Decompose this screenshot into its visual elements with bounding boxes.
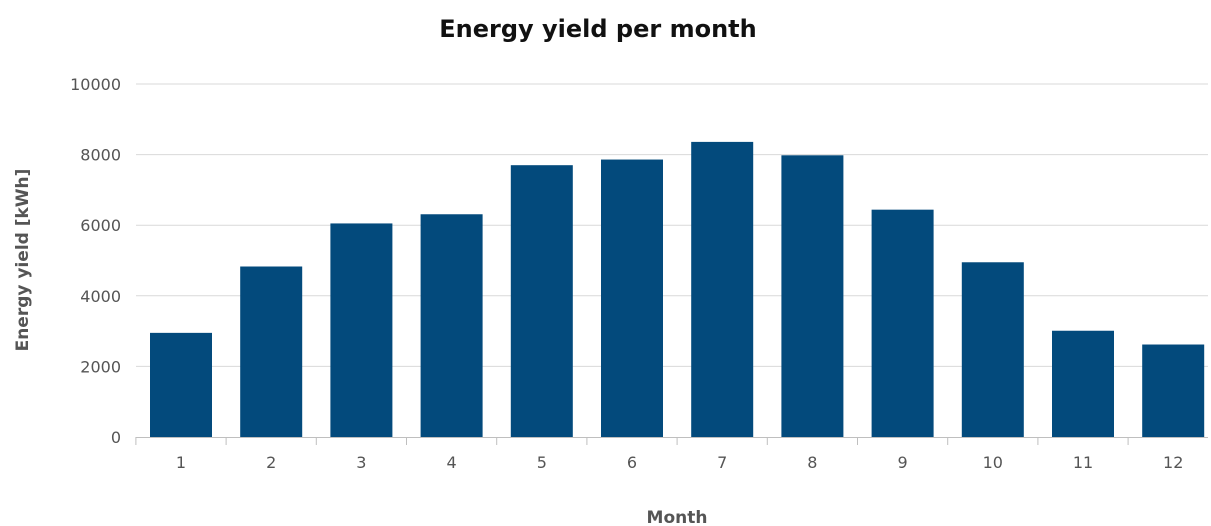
y-tick-label: 4000	[80, 287, 121, 306]
x-axis-ticks: 1 2 3 4 5 6 7 8 9 10 11 12	[135, 437, 1183, 472]
x-tick-label: 7	[717, 453, 727, 472]
bar-month-10	[961, 262, 1024, 437]
x-tick-label: 10	[983, 453, 1003, 472]
x-tick-label: 1	[176, 453, 186, 472]
bar-month-2	[240, 266, 303, 437]
y-axis-title: Energy yield [kWh]	[13, 169, 33, 352]
y-tick-label: 10000	[70, 75, 121, 94]
bar-month-6	[601, 159, 663, 438]
y-tick-label: 0	[111, 428, 121, 447]
y-axis-ticks: 0 2000 4000 6000 8000 10000	[70, 75, 121, 447]
x-tick-label: 5	[537, 453, 547, 472]
x-axis-title: Month	[647, 508, 708, 526]
x-tick-label: 3	[356, 453, 366, 472]
bar-month-9	[871, 209, 934, 437]
bar-month-11	[1052, 330, 1114, 437]
bar-month-12	[1142, 344, 1205, 437]
bar-month-7	[691, 141, 754, 437]
x-tick-label: 8	[807, 453, 817, 472]
x-tick-label: 12	[1163, 453, 1183, 472]
y-tick-label: 6000	[80, 216, 121, 235]
bar-month-4	[420, 214, 483, 437]
y-tick-label: 2000	[80, 357, 121, 376]
x-tick-label: 9	[898, 453, 908, 472]
bar-month-1	[150, 332, 212, 437]
bar-month-3	[330, 223, 393, 437]
bars	[150, 141, 1205, 438]
x-tick-label: 6	[627, 453, 637, 472]
x-tick-label: 4	[447, 453, 457, 472]
x-tick-label: 2	[266, 453, 276, 472]
gridlines	[136, 83, 1208, 367]
bar-month-5	[510, 165, 573, 437]
bar-month-8	[781, 155, 844, 437]
chart-title: Energy yield per month	[439, 15, 756, 43]
y-tick-label: 8000	[80, 146, 121, 165]
x-tick-label: 11	[1073, 453, 1093, 472]
